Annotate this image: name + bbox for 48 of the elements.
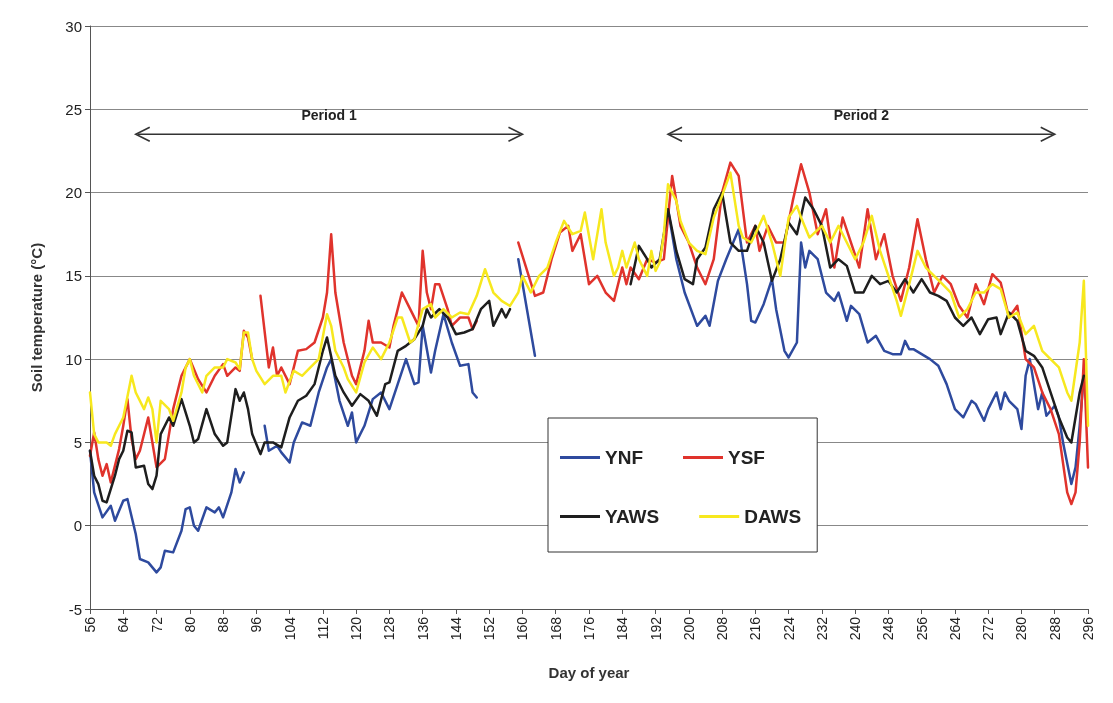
x-tick-label: 72 bbox=[148, 616, 165, 633]
x-tick-label: 64 bbox=[115, 616, 132, 633]
x-tick-label: 104 bbox=[281, 616, 298, 641]
x-tick-label: 80 bbox=[181, 616, 198, 633]
y-tick-label: 0 bbox=[73, 517, 82, 535]
x-tick-label: 56 bbox=[82, 616, 98, 633]
x-tick-label: 160 bbox=[514, 616, 531, 641]
x-tick-label: 208 bbox=[714, 616, 731, 641]
x-tick-label: 288 bbox=[1046, 616, 1063, 641]
x-tick-label: 184 bbox=[614, 616, 631, 641]
y-tick-label: -5 bbox=[68, 600, 82, 618]
y-tick-label: 15 bbox=[65, 267, 82, 285]
y-tick-label: 25 bbox=[65, 100, 82, 118]
x-tick-label: 88 bbox=[215, 616, 232, 633]
x-tick-label: 96 bbox=[248, 616, 265, 633]
x-tick-label: 192 bbox=[647, 616, 664, 641]
x-tick-label: 264 bbox=[946, 616, 963, 641]
x-tick-label: 272 bbox=[980, 616, 997, 641]
x-axis-title: Day of year bbox=[548, 664, 630, 681]
x-tick-label: 112 bbox=[314, 616, 331, 640]
x-tick-label: 200 bbox=[680, 616, 697, 641]
x-tick-label: 240 bbox=[847, 616, 864, 641]
y-tick-label: 30 bbox=[65, 17, 82, 35]
line-series bbox=[88, 171, 1090, 448]
x-tick-label: 152 bbox=[481, 616, 498, 641]
x-tick-label: 120 bbox=[348, 616, 365, 641]
x-tick-label: 224 bbox=[780, 616, 797, 641]
legend-label: DAWS bbox=[744, 506, 802, 527]
legend-label: YAWS bbox=[605, 506, 660, 527]
y-tick-label: 5 bbox=[73, 433, 82, 451]
x-tick-label: 144 bbox=[447, 616, 464, 641]
legend-label: YNF bbox=[605, 447, 643, 468]
y-axis-title: Soil temperature (°C) bbox=[28, 242, 45, 393]
y-tick-label: 20 bbox=[65, 184, 82, 202]
x-tick-label: 248 bbox=[880, 616, 897, 641]
x-tick-label: 168 bbox=[547, 616, 564, 641]
x-tick-label: 216 bbox=[747, 616, 764, 641]
x-tick-label: 296 bbox=[1080, 616, 1096, 641]
x-tick-label: 280 bbox=[1013, 616, 1030, 641]
annotation: Period 2 bbox=[833, 107, 890, 124]
x-tick-label: 176 bbox=[581, 616, 597, 641]
legend-label: YSF bbox=[728, 447, 765, 468]
annotation: Period 1 bbox=[301, 107, 357, 124]
x-tick-label: 128 bbox=[381, 616, 398, 641]
y-tick-label: 10 bbox=[65, 350, 82, 368]
x-tick-label: 232 bbox=[813, 616, 830, 641]
x-tick-label: 256 bbox=[913, 616, 930, 641]
x-tick-label: 136 bbox=[414, 616, 431, 641]
